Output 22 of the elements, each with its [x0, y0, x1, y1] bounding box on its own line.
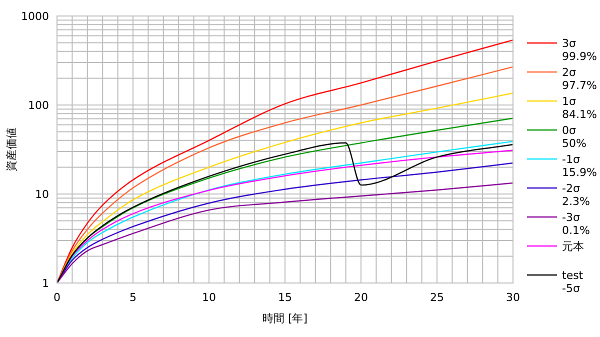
legend-label: -2σ 2.3%	[562, 182, 590, 208]
x-axis-title: 時間 [年]	[262, 312, 308, 325]
legend-label: test -5σ	[562, 269, 584, 295]
x-tick-label: 20	[354, 291, 368, 304]
x-tick-label: 25	[430, 291, 444, 304]
y-tick-label: 1	[42, 277, 49, 290]
legend-label: -1σ 15.9%	[562, 153, 597, 179]
legend-label: -3σ 0.1%	[562, 211, 590, 237]
legend-label: 元本	[562, 240, 584, 253]
x-tick-label: 10	[202, 291, 216, 304]
legend-label: 2σ 97.7%	[562, 66, 597, 92]
legend-label: 3σ 99.9%	[562, 37, 597, 63]
legend-label: 1σ 84.1%	[562, 95, 597, 121]
x-tick-label: 15	[278, 291, 292, 304]
x-tick-label: 5	[130, 291, 136, 304]
legend-label: 0σ 50%	[562, 124, 586, 150]
x-tick-label: 30	[506, 291, 520, 304]
y-tick-label: 1000	[21, 10, 49, 23]
x-tick-label: 0	[54, 291, 60, 304]
y-axis-title: 資産価値	[5, 128, 18, 172]
y-tick-label: 100	[28, 99, 49, 112]
y-tick-label: 10	[35, 188, 49, 201]
